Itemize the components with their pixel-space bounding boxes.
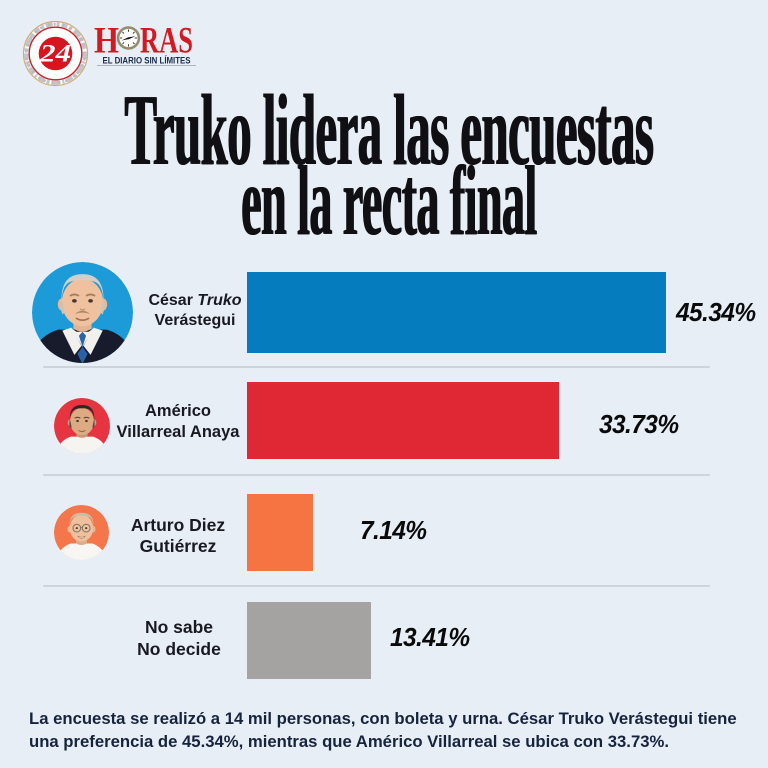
svg-text:H: H (94, 20, 119, 61)
svg-text:RAS: RAS (140, 20, 193, 61)
svg-text:24: 24 (39, 41, 71, 68)
svg-text:EL DIARIO SIN LÍMITES: EL DIARIO SIN LÍMITES (103, 55, 191, 66)
